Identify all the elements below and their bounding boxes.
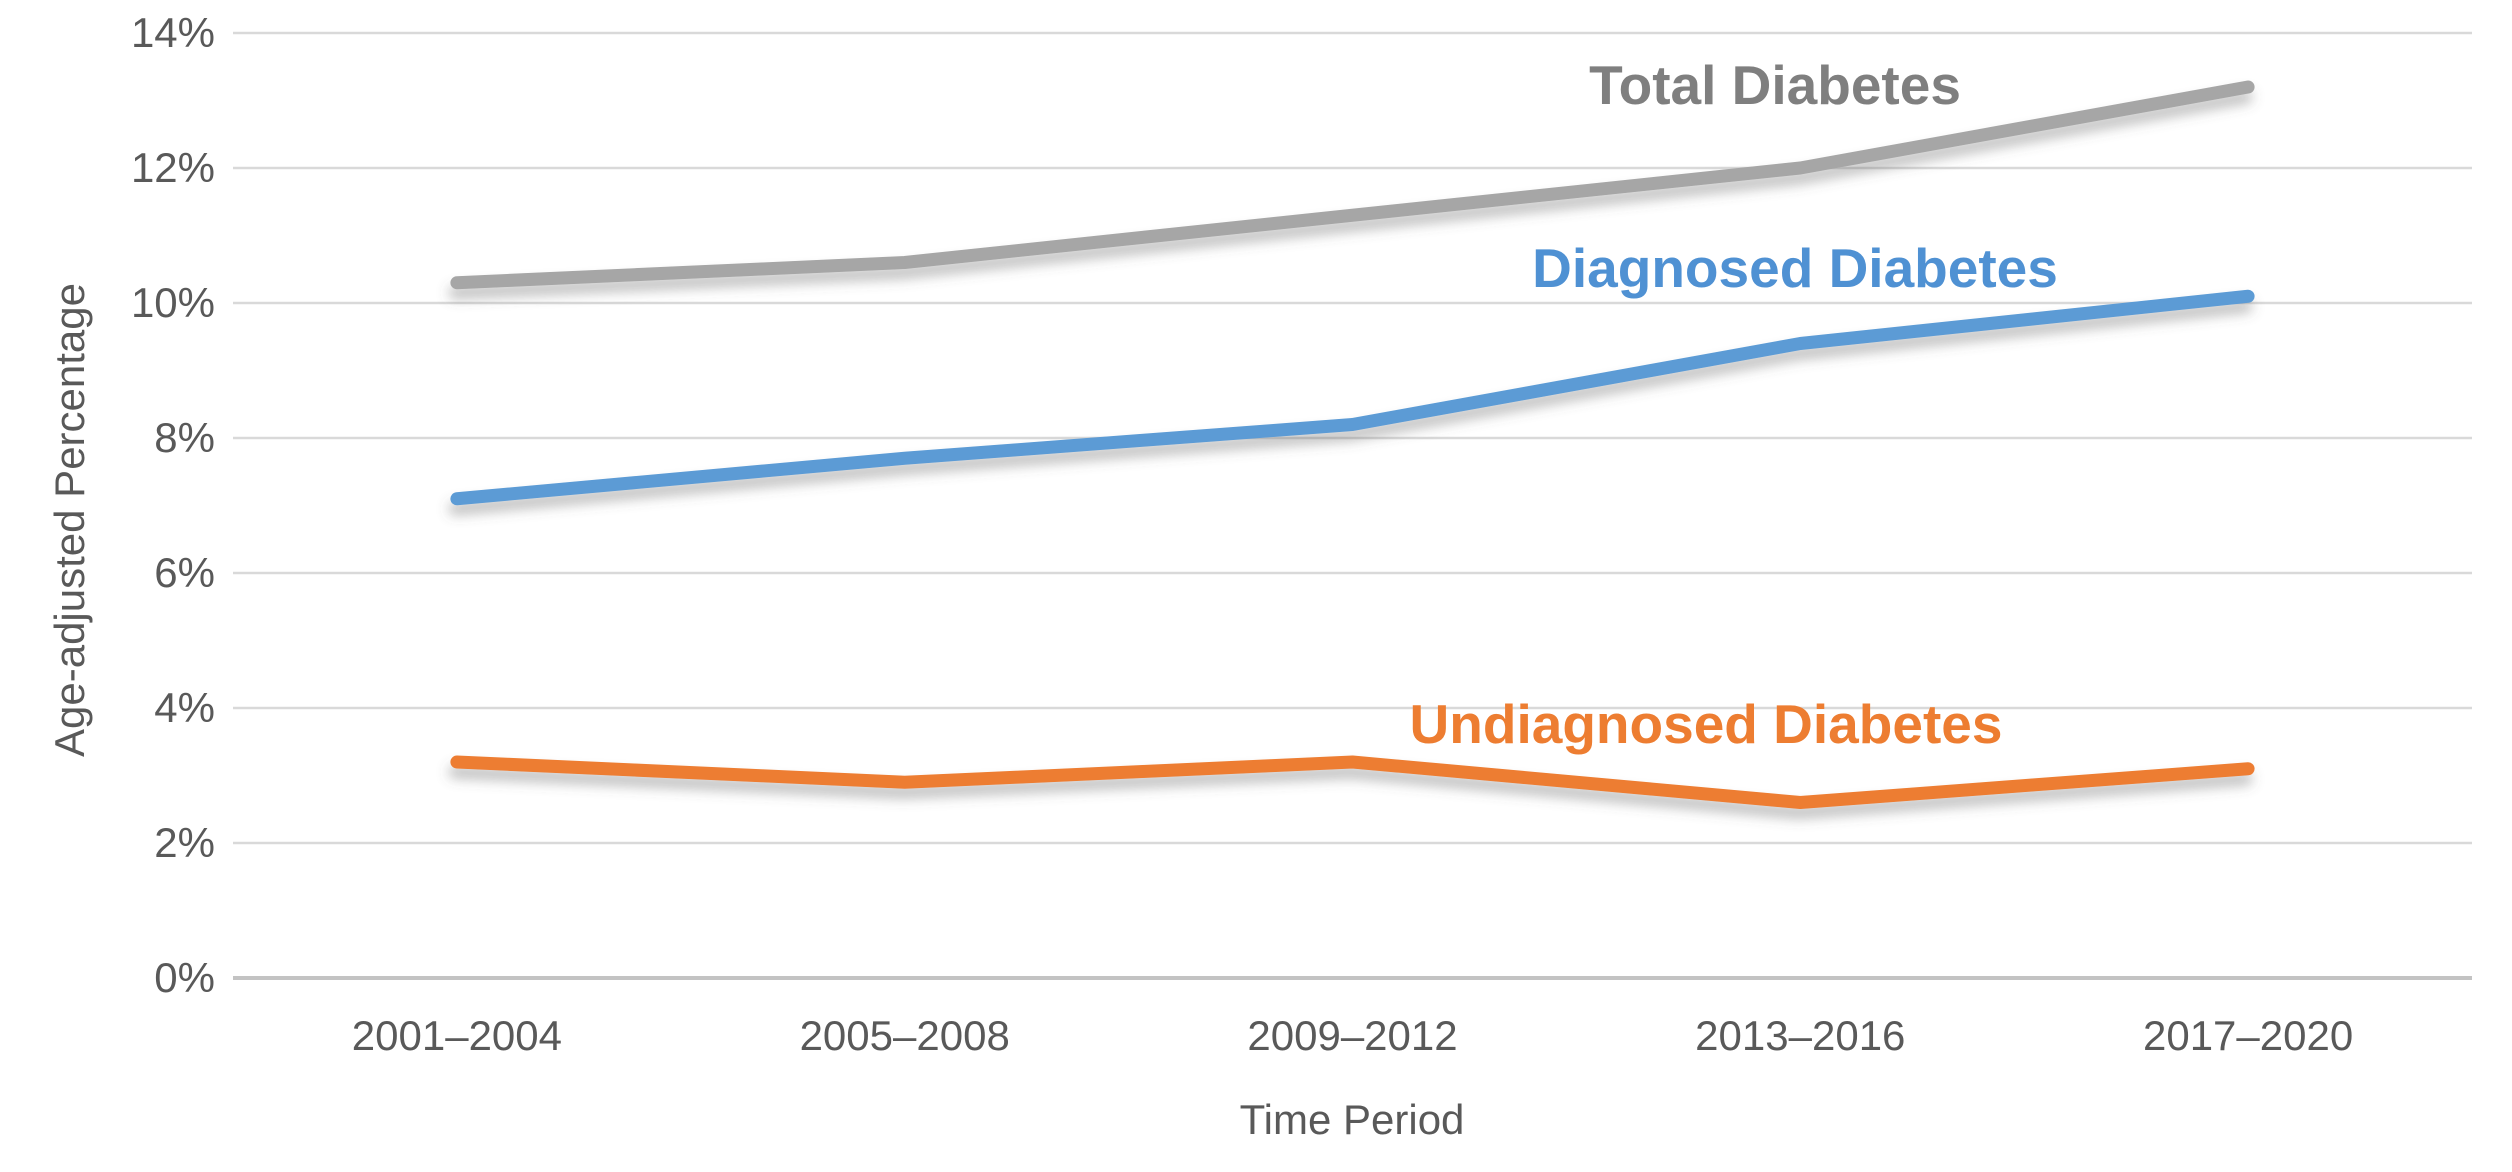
y-tick-label-12pct: 12% bbox=[130, 144, 215, 191]
series-line-total-diabetes bbox=[450, 80, 2255, 290]
gridlines bbox=[233, 31, 2472, 980]
series-lines bbox=[450, 80, 2255, 809]
x-category-label: 2005–2008 bbox=[799, 1012, 1010, 1059]
y-tick-label-0pct: 0% bbox=[154, 954, 215, 1001]
x-category-label: 2009–2012 bbox=[1247, 1012, 1458, 1059]
y-tick-label-14pct: 14% bbox=[130, 9, 215, 56]
series-line-diagnosed-diabetes bbox=[450, 289, 2255, 506]
x-category-label: 2013–2016 bbox=[1695, 1012, 1906, 1059]
series-label-diagnosed-diabetes: Diagnosed Diabetes bbox=[1532, 237, 2058, 299]
series-label-undiagnosed-diabetes: Undiagnosed Diabetes bbox=[1409, 693, 2003, 755]
x-category-label: 2017–2020 bbox=[2142, 1012, 2354, 1059]
x-category-label: 2001–2004 bbox=[351, 1012, 563, 1059]
y-tick-label-2pct: 2% bbox=[154, 819, 215, 866]
x-axis-title: Time Period bbox=[1239, 1096, 1465, 1143]
y-tick-label-4pct: 4% bbox=[154, 684, 215, 731]
y-tick-label-6pct: 6% bbox=[154, 549, 215, 596]
series-label-total-diabetes: Total Diabetes bbox=[1589, 54, 1961, 116]
series-line-undiagnosed-diabetes bbox=[450, 755, 2255, 809]
y-axis-title: Age-adjusted Percentage bbox=[46, 283, 93, 757]
y-tick-label-10pct: 10% bbox=[130, 279, 215, 326]
y-tick-label-8pct: 8% bbox=[154, 414, 215, 461]
